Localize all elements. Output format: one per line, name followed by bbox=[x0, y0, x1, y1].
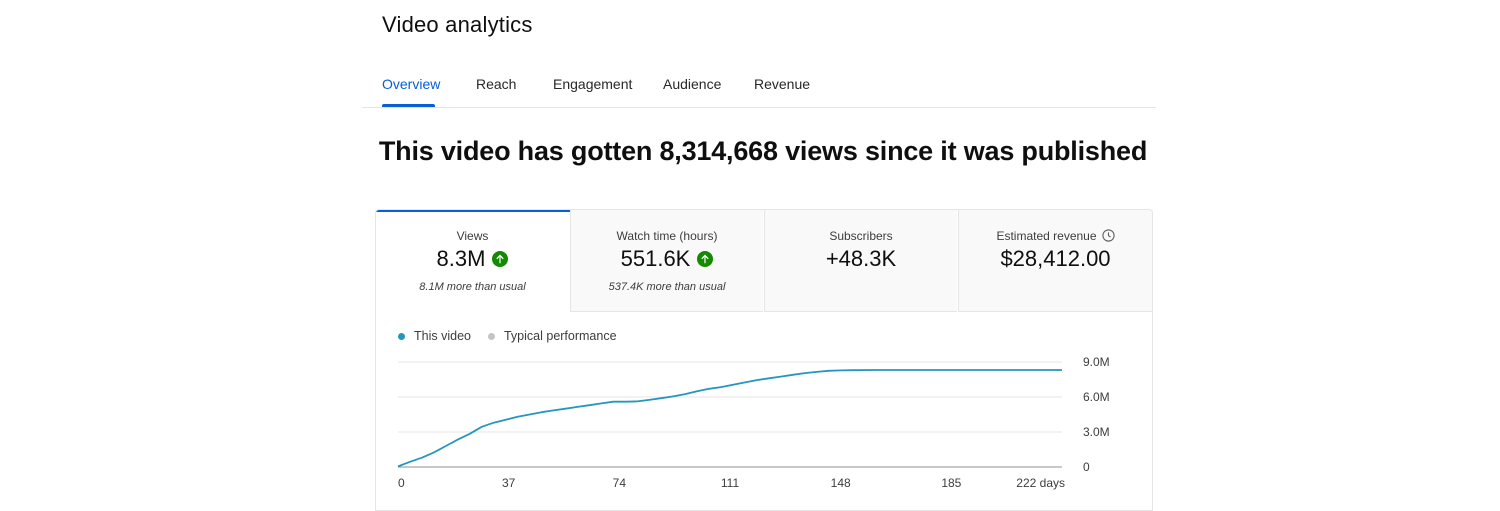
legend-label: This video bbox=[414, 329, 471, 343]
tab-engagement[interactable]: Engagement bbox=[553, 76, 633, 92]
tab-audience[interactable]: Audience bbox=[663, 76, 722, 92]
legend-dot bbox=[487, 332, 495, 340]
clock-icon bbox=[1101, 229, 1115, 242]
series-line-this-video bbox=[397, 369, 1062, 468]
legend-item-this-video[interactable]: This video bbox=[398, 329, 471, 343]
metric-value: +48.3K bbox=[825, 246, 897, 271]
x-tick-label: 74 bbox=[613, 476, 627, 490]
metric-value: 8.3M bbox=[436, 246, 486, 271]
legend-dot bbox=[398, 332, 405, 340]
metric-label: Watch time (hours) bbox=[616, 229, 718, 243]
y-tick-label: 0 bbox=[1083, 460, 1090, 474]
metric-value-row: 551.6K bbox=[571, 246, 763, 272]
tab-bar: Overview Reach Engagement Audience Reven… bbox=[362, 64, 1156, 108]
metric-value: $28,412.00 bbox=[1000, 246, 1111, 271]
metric-subscribers[interactable]: Subscribers +48.3K bbox=[764, 210, 957, 312]
metric-label: Views bbox=[456, 229, 489, 243]
metric-label-text: Estimated revenue bbox=[996, 229, 1097, 243]
metric-views[interactable]: Views 8.3M 8.1M more than usual bbox=[376, 210, 570, 312]
legend-item-typical-performance[interactable]: Typical performance bbox=[487, 329, 617, 343]
metric-note: 537.4K more than usual bbox=[608, 281, 726, 293]
chart-legend: This video Typical performance bbox=[398, 329, 634, 343]
analytics-card: Views 8.3M 8.1M more than usual Watch ti… bbox=[375, 209, 1153, 511]
views-headline: This video has gotten 8,314,668 views si… bbox=[378, 136, 1148, 166]
metric-value-row: +48.3K bbox=[765, 246, 957, 272]
metric-watch-time[interactable]: Watch time (hours) 551.6K 537.4K more th… bbox=[570, 210, 763, 312]
views-line-chart: 0 3.0M 6.0M 9.0M 0 37 74 111 148 185 222 days bbox=[397, 355, 1110, 490]
metric-value-row: 8.3M bbox=[376, 246, 569, 272]
metric-label: Subscribers bbox=[829, 229, 893, 243]
metric-tabs: Views 8.3M 8.1M more than usual Watch ti… bbox=[376, 210, 1152, 312]
page-title: Video analytics bbox=[382, 12, 533, 37]
metric-label: Estimated revenue bbox=[959, 229, 1152, 243]
metric-note: 8.1M more than usual bbox=[419, 281, 526, 293]
tab-overview[interactable]: Overview bbox=[382, 76, 441, 92]
metric-value-row: $28,412.00 bbox=[959, 246, 1152, 272]
tab-revenue[interactable]: Revenue bbox=[754, 76, 811, 92]
active-tab-indicator bbox=[382, 104, 435, 107]
x-tick-label: 0 bbox=[398, 476, 405, 490]
x-tick-label: 37 bbox=[502, 476, 516, 490]
x-tick-label: 185 bbox=[941, 476, 961, 490]
y-tick-label: 3.0M bbox=[1083, 425, 1110, 439]
x-tick-label: 222 days bbox=[1016, 476, 1065, 490]
metric-value: 551.6K bbox=[620, 246, 691, 271]
trend-up-icon bbox=[697, 251, 714, 267]
x-tick-label: 111 bbox=[721, 476, 740, 490]
tab-reach[interactable]: Reach bbox=[476, 76, 517, 92]
legend-label: Typical performance bbox=[503, 329, 617, 343]
trend-up-icon bbox=[492, 251, 509, 267]
metric-estimated-revenue[interactable]: Estimated revenue $28,412.00 bbox=[958, 210, 1152, 312]
y-tick-label: 9.0M bbox=[1083, 355, 1110, 369]
x-tick-label: 148 bbox=[831, 476, 851, 490]
y-tick-label: 6.0M bbox=[1083, 390, 1110, 404]
